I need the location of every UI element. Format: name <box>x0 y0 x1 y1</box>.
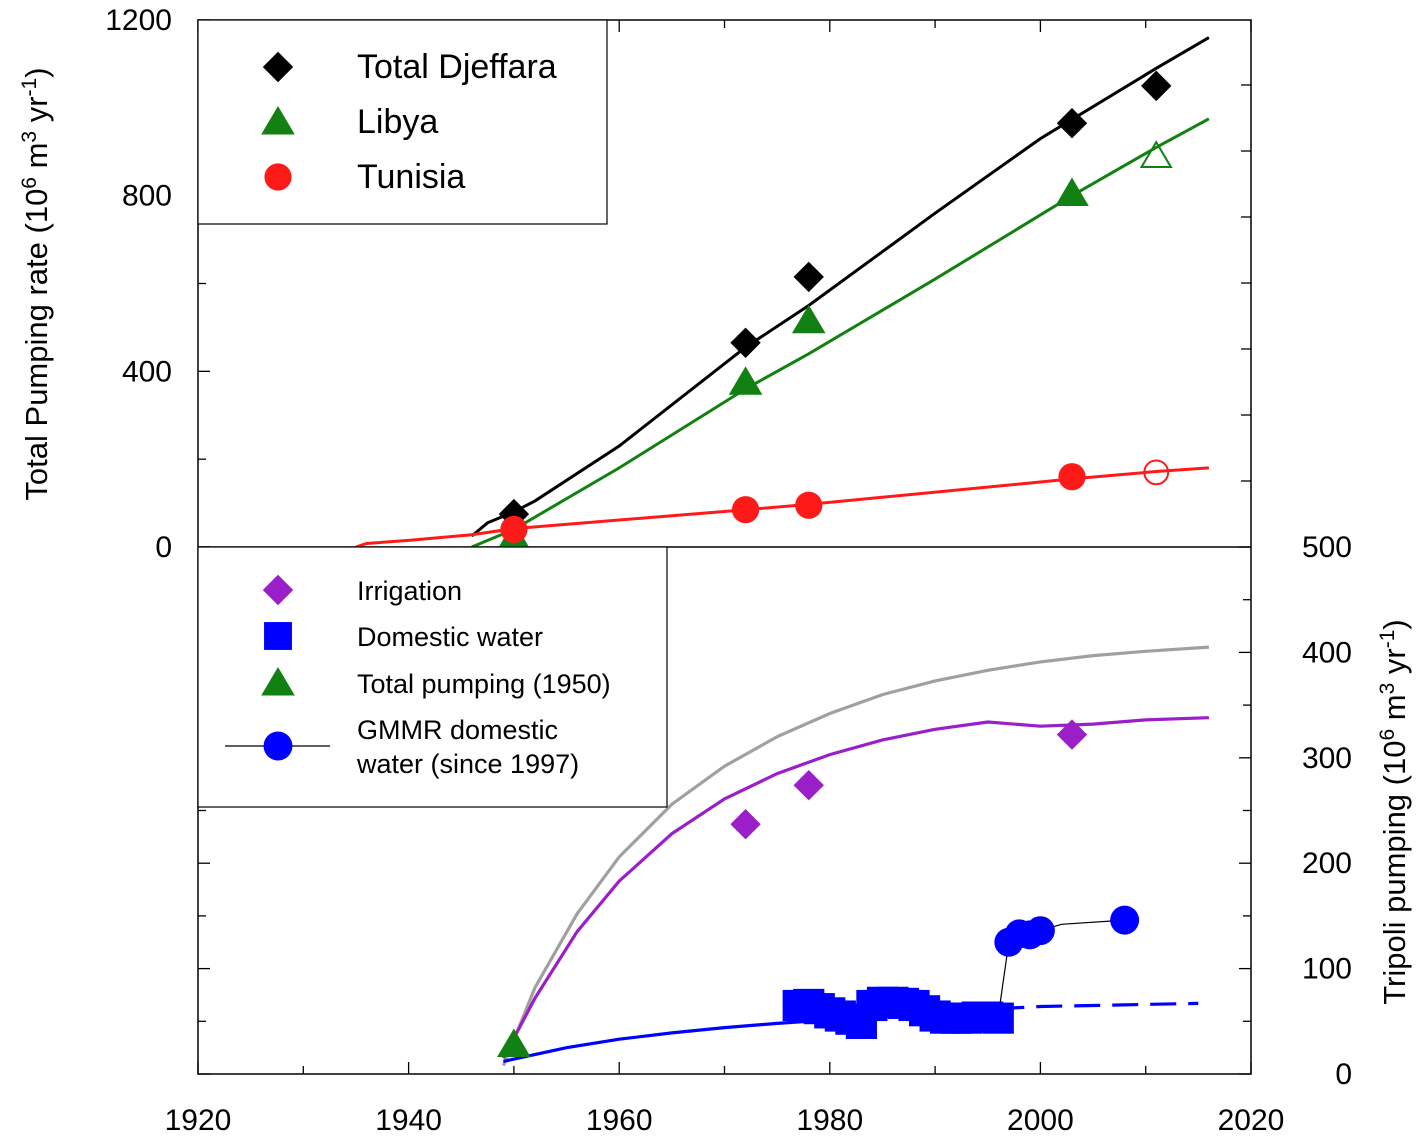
bottom-y-tick-label: 300 <box>1302 742 1352 775</box>
markers-layer <box>497 70 1173 1057</box>
top-data-point <box>731 496 760 524</box>
bottom-curve-line <box>998 1001 1199 1011</box>
top-data-point <box>1058 463 1086 491</box>
top-data-point <box>791 304 826 334</box>
legend-bottom-markers <box>225 574 330 761</box>
bottom-y-tick-label: 0 <box>1335 1058 1352 1091</box>
top-data-point <box>500 515 528 544</box>
x-tick-label: 1940 <box>375 1104 442 1137</box>
top-y-tick-label: 1200 <box>105 4 172 37</box>
top-open-data-point <box>1139 140 1173 169</box>
legend-top-box <box>197 19 608 225</box>
bottom-curve-line <box>501 645 1210 1067</box>
top-ylabel-end: yr <box>19 96 54 130</box>
bottom-data-point <box>730 809 761 840</box>
x-tick-label: 1920 <box>165 1104 232 1137</box>
legend-bottom-label-irrigation: Irrigation <box>357 576 462 606</box>
top-ylabel-sup1: 6 <box>18 177 41 189</box>
top-data-point <box>795 491 823 519</box>
legend-top-marker <box>264 163 292 191</box>
x-tick-label: 1980 <box>796 1104 863 1137</box>
legend-top-label-tunisia: Tunisia <box>357 158 465 196</box>
top-ylabel-sup3: -1 <box>18 78 41 97</box>
bottom-ylabel-sup1: 6 <box>1376 729 1399 741</box>
bottom-y-tick-label: 100 <box>1302 953 1352 986</box>
bottom-ylabel-close: ) <box>1377 619 1412 629</box>
top-data-point <box>1141 70 1172 102</box>
bottom-ylabel-mid: m <box>1377 694 1412 728</box>
bottom-curve-line <box>503 1019 809 1063</box>
top-y-axis-title: Total Pumping rate (106 m3 yr-1) <box>18 67 55 500</box>
bottom-data-point <box>793 770 824 801</box>
top-series-line <box>355 466 1210 549</box>
bottom-y-tick-label: 500 <box>1302 531 1352 564</box>
bottom-ylabel-sup3: -1 <box>1376 630 1399 649</box>
legend-bottom-label-gmmr-1: GMMR domestic <box>357 715 558 745</box>
bottom-data-point <box>1110 905 1140 935</box>
legend-top-marker <box>262 51 294 83</box>
legend-top-marker <box>261 106 295 135</box>
legend-bottom-marker <box>262 574 294 606</box>
x-tick-label: 1960 <box>586 1104 653 1137</box>
top-y-tick-label: 800 <box>122 180 172 213</box>
bottom-data-point <box>497 1028 531 1057</box>
top-ylabel-sup2: 3 <box>18 131 41 143</box>
legend-bottom: Irrigation Domestic water Total pumping … <box>197 546 668 808</box>
bottom-data-point <box>982 1002 1014 1034</box>
legend-top: Total Djeffara Libya Tunisia <box>197 19 608 225</box>
x-tick-label: 2000 <box>1007 1104 1074 1137</box>
legend-top-label-djeffara: Total Djeffara <box>357 48 557 86</box>
legend-bottom-marker <box>261 667 295 696</box>
top-series-line <box>470 36 1210 538</box>
bottom-ylabel-end: yr <box>1377 648 1412 682</box>
legend-bottom-label-domestic: Domestic water <box>357 622 543 652</box>
top-data-point <box>1056 108 1088 139</box>
bottom-y-tick-label: 200 <box>1302 847 1352 880</box>
bottom-data-point <box>1056 719 1088 750</box>
top-data-point <box>728 366 763 395</box>
top-ylabel-close: ) <box>19 67 54 77</box>
legend-bottom-label-gmmr-2: water (since 1997) <box>356 749 579 779</box>
legend-bottom-label-total-1950: Total pumping (1950) <box>357 669 611 699</box>
top-data-point <box>1055 177 1089 206</box>
curves-layer <box>355 36 1210 1067</box>
top-ylabel-mid: m <box>19 143 54 177</box>
x-tick-label: 2020 <box>1218 1104 1285 1137</box>
top-data-point <box>730 327 761 358</box>
bottom-data-point <box>1025 916 1055 946</box>
bottom-ylabel-sup2: 3 <box>1376 683 1399 695</box>
legend-top-markers <box>261 51 295 191</box>
legend-bottom-marker <box>263 731 293 761</box>
legend-bottom-marker <box>264 622 292 650</box>
top-y-tick-label: 400 <box>122 355 172 388</box>
top-y-tick-label: 0 <box>155 531 172 564</box>
axis-tick-labels: 1920 1940 1960 1980 2000 2020 0 400 800 1200 0 100 2… <box>105 4 1352 1137</box>
top-open-data-point <box>1143 459 1170 486</box>
bottom-y-tick-label: 400 <box>1302 636 1352 669</box>
legend-top-label-libya: Libya <box>357 103 438 141</box>
top-data-point <box>793 261 824 293</box>
bottom-ylabel-main: Tripoli pumping (10 <box>1377 741 1412 1005</box>
bottom-y-axis-title: Tripoli pumping (106 m3 yr-1) <box>1376 619 1413 1004</box>
top-ylabel-main: Total Pumping rate (10 <box>19 189 54 501</box>
top-series-line <box>471 117 1210 549</box>
